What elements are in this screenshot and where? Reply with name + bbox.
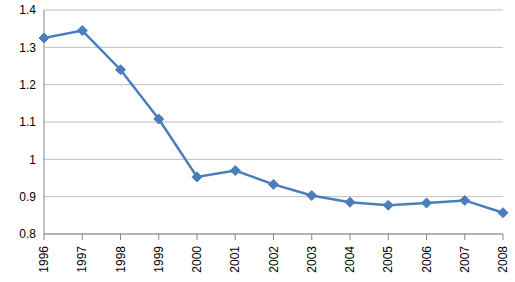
- svg-text:2002: 2002: [267, 246, 281, 273]
- svg-text:2008: 2008: [496, 246, 507, 273]
- svg-text:1: 1: [29, 153, 36, 167]
- svg-text:1.2: 1.2: [19, 78, 36, 92]
- svg-text:1.4: 1.4: [19, 3, 36, 17]
- svg-text:0.8: 0.8: [19, 227, 36, 241]
- svg-text:1999: 1999: [152, 246, 166, 273]
- svg-text:1.3: 1.3: [19, 41, 36, 55]
- svg-text:2003: 2003: [305, 246, 319, 273]
- svg-text:1996: 1996: [37, 246, 51, 273]
- svg-text:1997: 1997: [75, 246, 89, 273]
- svg-text:2004: 2004: [343, 246, 357, 273]
- svg-text:2001: 2001: [228, 246, 242, 273]
- svg-text:0.9: 0.9: [19, 190, 36, 204]
- svg-text:1998: 1998: [114, 246, 128, 273]
- svg-text:2000: 2000: [190, 246, 204, 273]
- svg-text:1.1: 1.1: [19, 115, 36, 129]
- svg-text:2005: 2005: [381, 246, 395, 273]
- svg-text:2007: 2007: [458, 246, 472, 273]
- svg-text:2006: 2006: [420, 246, 434, 273]
